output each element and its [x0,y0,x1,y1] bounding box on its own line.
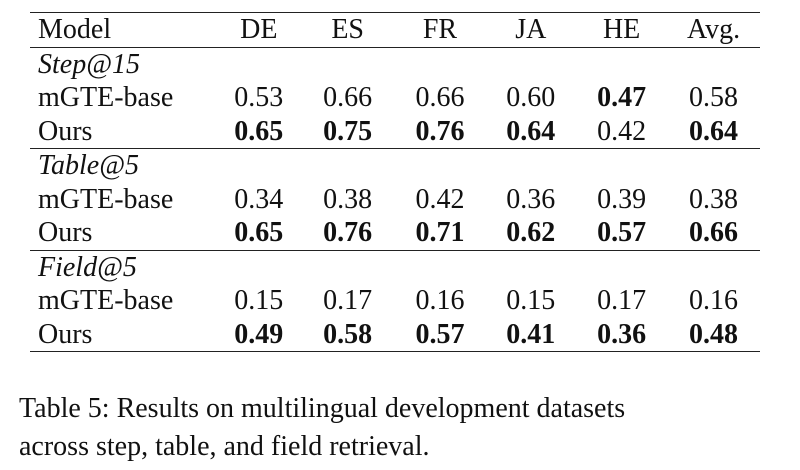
section-title-row: Field@5 [30,249,760,284]
table-row: mGTE-base 0.15 0.17 0.16 0.15 0.17 0.16 [30,284,760,318]
cell-he: 0.42 [597,115,647,147]
table-row: mGTE-base 0.34 0.38 0.42 0.36 0.39 0.38 [30,183,760,217]
header-de: DE [216,12,301,48]
table-row: Ours 0.65 0.75 0.76 0.64 0.42 0.64 [30,115,760,149]
row-model: mGTE-base [38,183,174,215]
cell-ja: 0.60 [506,82,556,113]
caption-line-2: across step, table, and field retrieval. [19,431,430,462]
cell-avg: 0.16 [689,285,739,316]
section-title-row: Step@15 [30,47,760,81]
cell-fr: 0.42 [415,183,465,215]
cell-es: 0.75 [323,115,373,147]
header-fr: FR [394,12,486,48]
cell-he: 0.39 [597,183,647,215]
cell-de: 0.65 [234,217,284,248]
cell-es: 0.58 [300,317,395,352]
row-model: Ours [38,217,93,248]
table-row: mGTE-base 0.53 0.66 0.66 0.60 0.47 0.58 [30,81,760,115]
cell-de: 0.49 [216,317,301,352]
cell-es: 0.38 [323,183,373,215]
table-row: Ours 0.65 0.76 0.71 0.62 0.57 0.66 [30,216,760,250]
cell-ja: 0.41 [485,317,577,352]
header-avg: Avg. [667,12,760,48]
cell-de: 0.65 [234,115,284,147]
results-table: Model DE ES FR JA HE Avg. Step@15 mGTE-b… [30,12,760,352]
row-model: Ours [38,115,93,147]
cell-es: 0.17 [323,285,373,316]
table-caption: Table 5: Results on multilingual develop… [19,390,779,466]
header-model: Model [30,12,217,48]
cell-he: 0.17 [597,285,647,316]
cell-he: 0.47 [597,82,647,113]
section-title: Field@5 [30,249,760,284]
cell-he: 0.57 [597,217,647,248]
cell-de: 0.15 [234,285,284,316]
cell-he: 0.36 [576,317,668,352]
table-row: Ours 0.49 0.58 0.57 0.41 0.36 0.48 [30,317,760,352]
cell-avg: 0.58 [689,82,739,113]
section-title: Table@5 [30,148,760,183]
cell-avg: 0.48 [667,317,760,352]
cell-ja: 0.36 [506,183,556,215]
cell-fr: 0.57 [394,317,486,352]
row-model: mGTE-base [38,285,174,316]
results-table-container: Model DE ES FR JA HE Avg. Step@15 mGTE-b… [30,12,760,352]
cell-ja: 0.15 [506,285,556,316]
cell-de: 0.53 [234,82,284,113]
cell-es: 0.76 [323,217,373,248]
cell-ja: 0.64 [506,115,556,147]
caption-line-1: Table 5: Results on multilingual develop… [19,393,626,424]
row-model: Ours [30,317,217,352]
section-title-row: Table@5 [30,148,760,183]
header-ja: JA [485,12,577,48]
table-header-row: Model DE ES FR JA HE Avg. [30,12,760,48]
cell-fr: 0.71 [415,217,465,248]
header-es: ES [300,12,395,48]
cell-avg: 0.64 [689,115,739,147]
section-title: Step@15 [38,48,140,80]
row-model: mGTE-base [38,82,174,113]
cell-de: 0.34 [234,183,284,215]
cell-ja: 0.62 [506,217,556,248]
cell-fr: 0.76 [415,115,465,147]
cell-avg: 0.38 [689,183,739,215]
cell-avg: 0.66 [689,217,739,248]
cell-es: 0.66 [323,82,373,113]
cell-fr: 0.66 [415,82,465,113]
header-he: HE [576,12,668,48]
cell-fr: 0.16 [415,285,465,316]
